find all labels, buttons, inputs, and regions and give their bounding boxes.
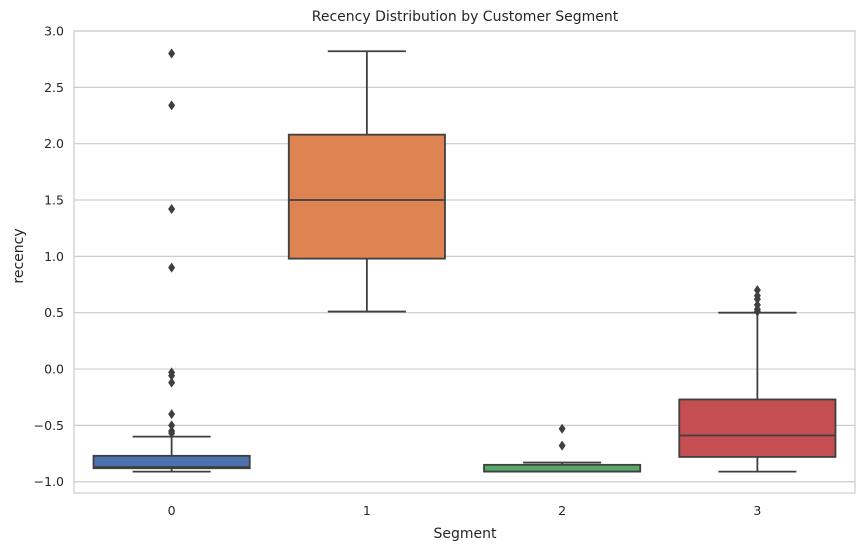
y-tick-label: 1.5 [44,193,64,208]
y-tick-label: −0.5 [34,418,64,433]
outlier-point [168,409,176,420]
outlier-point [558,423,566,434]
x-axis-label: Segment [434,526,498,542]
box-segment-1 [287,50,446,313]
y-tick-label: −1.0 [34,474,64,489]
plot-frame [73,30,856,494]
y-tick-label: 2.0 [44,136,64,151]
y-tick-label: 3.0 [44,24,64,39]
x-tick-label: 3 [753,503,761,518]
iqr-box [483,463,642,473]
x-tick-labels: 0 1 2 3 [168,503,762,518]
box-segment-0 [92,48,251,473]
y-tick-label: 0.5 [44,305,64,320]
outlier-point [168,262,176,273]
y-tick-labels: −1.0 −0.5 0.0 0.5 1.0 1.5 2.0 2.5 3.0 [34,24,64,490]
outlier-point [168,428,176,439]
outlier-point [168,377,176,388]
box-segment-3 [678,285,837,473]
outlier-point [558,440,566,451]
chart-title: Recency Distribution by Customer Segment [312,9,619,25]
boxes-layer [92,48,837,473]
y-axis-label: recency [11,228,27,283]
y-tick-label: 0.0 [44,362,64,377]
outlier-point [168,370,176,381]
outlier-point [753,299,761,310]
outlier-point [168,420,176,431]
y-tick-label: 2.5 [44,80,64,95]
x-tick-label: 1 [363,503,371,518]
outlier-point [168,100,176,111]
outlier-point [168,48,176,59]
box-segment-2 [483,423,642,473]
outlier-point [753,285,761,296]
y-tick-label: 1.0 [44,249,64,264]
outlier-point [168,204,176,215]
iqr-box [92,454,251,470]
iqr-box [678,398,837,458]
x-tick-label: 2 [558,503,566,518]
outlier-point [753,290,761,301]
x-tick-label: 0 [168,503,176,518]
iqr-box [287,133,446,260]
